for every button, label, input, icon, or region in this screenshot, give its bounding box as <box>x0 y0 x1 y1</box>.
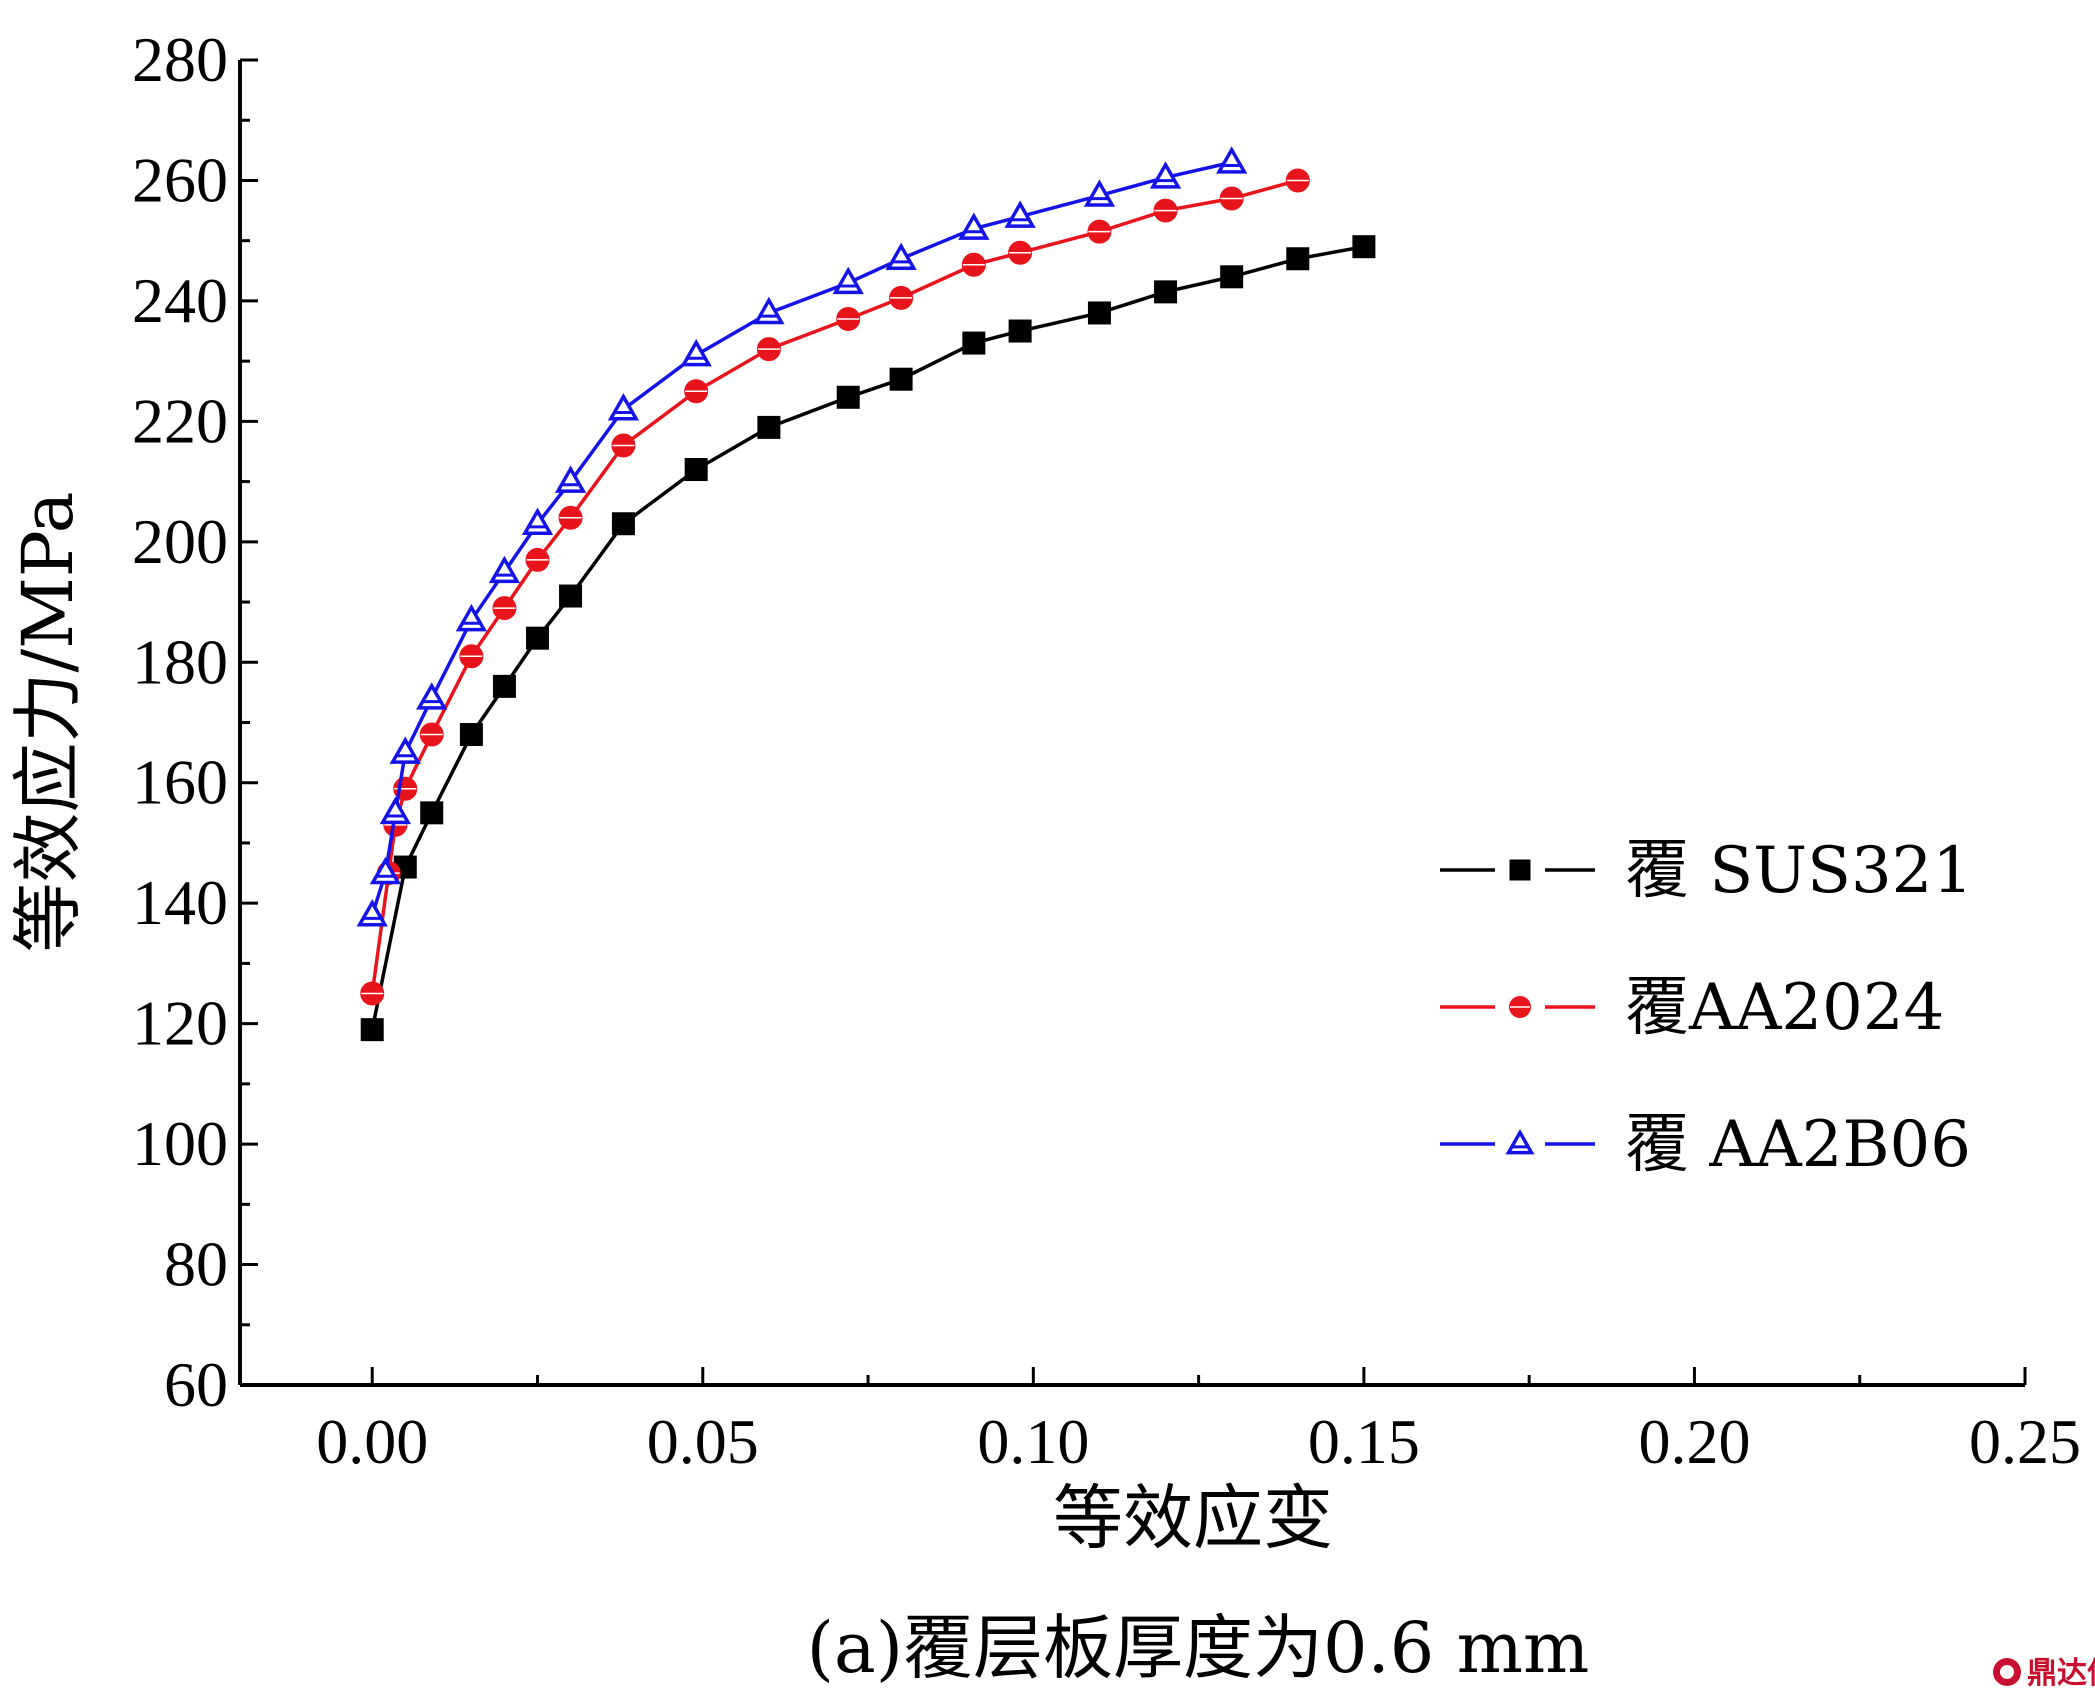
y-tick-label: 280 <box>132 24 228 95</box>
data-point <box>360 981 385 1006</box>
data-point <box>526 626 549 650</box>
data-point <box>416 682 448 710</box>
data-point <box>1083 179 1116 207</box>
data-point <box>455 603 488 632</box>
data-point <box>1149 161 1182 189</box>
legend: 覆 SUS321 覆AA2024 覆 AA2B06 <box>1440 834 1973 1182</box>
data-point <box>756 337 781 362</box>
legend-label: 覆AA2024 <box>1625 971 1944 1045</box>
data-point <box>961 252 986 277</box>
series-1 <box>360 168 1310 1006</box>
series-0 <box>360 235 1376 1042</box>
y-tick-label: 260 <box>132 144 228 215</box>
data-point <box>611 512 635 536</box>
data-point <box>420 801 444 825</box>
data-point <box>885 242 917 270</box>
data-point <box>1505 1128 1535 1155</box>
y-tick-label: 60 <box>164 1349 228 1420</box>
data-point <box>459 644 484 669</box>
series-layer <box>356 146 1376 1042</box>
data-point <box>360 1018 384 1042</box>
data-point <box>684 458 708 482</box>
y-tick-label: 200 <box>132 506 228 577</box>
data-point <box>1087 301 1111 325</box>
data-point <box>554 465 587 493</box>
y-tick-label: 120 <box>132 988 228 1059</box>
data-point <box>1216 146 1248 174</box>
y-axis-title: 等效应力/MPa <box>7 492 89 953</box>
data-point <box>611 433 636 458</box>
data-point <box>1154 280 1178 304</box>
data-point <box>1153 198 1178 223</box>
data-point <box>389 736 421 764</box>
watermark: 鼎达信 <box>1993 1656 2095 1691</box>
series-2 <box>356 146 1248 927</box>
data-point <box>607 393 640 421</box>
y-tick-label: 80 <box>164 1229 228 1300</box>
data-point <box>521 507 554 535</box>
data-point <box>1509 996 1531 1018</box>
data-point <box>753 296 785 325</box>
data-point <box>680 338 712 367</box>
figure-caption: (a)覆层板厚度为0.6 mm <box>807 1607 1590 1689</box>
data-point <box>1219 186 1244 211</box>
legend-entry: 覆 SUS321 <box>1440 834 1973 908</box>
data-point <box>1087 219 1112 244</box>
data-point <box>684 379 709 404</box>
axes <box>238 60 2025 1387</box>
x-tick-label: 0.25 <box>1969 1406 2081 1477</box>
data-point <box>832 266 864 295</box>
y-tick-label: 220 <box>132 385 228 456</box>
legend-label: 覆 AA2B06 <box>1625 1108 1971 1182</box>
data-point <box>889 367 913 391</box>
y-tick-label: 140 <box>132 867 228 938</box>
data-point <box>1008 319 1032 343</box>
data-point <box>1285 168 1310 193</box>
data-point <box>962 331 986 355</box>
data-point <box>525 547 550 572</box>
data-point <box>1286 247 1310 271</box>
data-point <box>379 796 412 825</box>
data-point <box>558 505 583 530</box>
data-point <box>836 385 860 409</box>
series-line <box>370 160 1233 916</box>
x-tick-label: 0.00 <box>316 1406 428 1477</box>
legend-label: 覆 SUS321 <box>1625 834 1973 908</box>
x-tick-label: 0.05 <box>647 1406 759 1477</box>
x-tick-label: 0.15 <box>1308 1406 1420 1477</box>
data-point <box>1220 265 1244 289</box>
data-point <box>1004 200 1036 228</box>
x-tick-label: 0.20 <box>1638 1406 1750 1477</box>
x-axis-title: 等效应变 <box>1053 1477 1333 1559</box>
data-point <box>459 723 483 747</box>
legend-entry: 覆 AA2B06 <box>1440 1108 1971 1182</box>
x-ticks: 0.00 0.05 0.10 0.15 0.20 0.25 <box>316 1367 2081 1477</box>
series-line <box>370 244 1365 1031</box>
data-point <box>1509 859 1531 881</box>
data-point <box>492 674 516 698</box>
y-tick-label: 180 <box>132 626 228 697</box>
y-tick-label: 160 <box>132 747 228 818</box>
y-ticks: 60 80 100 120 140 160 180 200 220 240 260 280 <box>132 24 258 1420</box>
y-tick-label: 100 <box>132 1108 228 1179</box>
data-point <box>1352 235 1376 259</box>
data-point <box>889 285 914 310</box>
data-point <box>559 584 583 608</box>
data-point <box>369 856 402 885</box>
data-point <box>757 415 781 439</box>
data-point <box>958 212 990 240</box>
data-point <box>836 306 861 331</box>
x-tick-label: 0.10 <box>977 1406 1089 1477</box>
data-point <box>419 722 444 747</box>
legend-entry: 覆AA2024 <box>1440 971 1944 1045</box>
data-point <box>1008 240 1033 265</box>
data-point <box>492 596 517 621</box>
data-point <box>488 555 521 584</box>
y-tick-label: 240 <box>132 265 228 336</box>
watermark-text: 鼎达信 <box>2027 1656 2095 1691</box>
data-point <box>356 899 388 927</box>
